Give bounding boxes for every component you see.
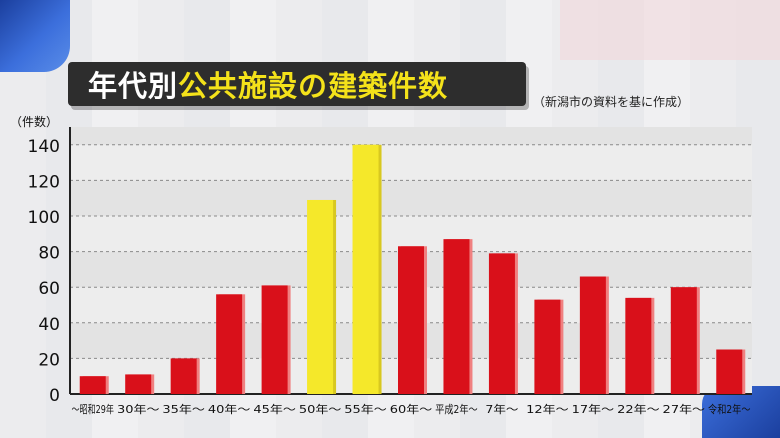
plot-band — [70, 127, 752, 145]
y-tick-label: 20 — [38, 350, 60, 370]
y-tick-label: 120 — [28, 172, 60, 192]
x-tick-label: 27年～ — [663, 402, 705, 416]
bar — [443, 239, 470, 394]
plot-band — [70, 144, 752, 181]
x-tick-label: 7年～ — [485, 402, 518, 416]
x-tick-label: 50年～ — [299, 402, 341, 416]
bar — [261, 285, 288, 394]
bar — [79, 376, 106, 394]
x-tick-label: 45年～ — [253, 402, 295, 416]
bar — [488, 253, 515, 394]
x-tick-label: 40年～ — [208, 402, 250, 416]
bar — [579, 276, 606, 394]
x-tick-label: ～昭和29年 — [72, 402, 114, 416]
x-tick-label: 22年～ — [617, 402, 659, 416]
x-tick-label: 17年～ — [572, 402, 614, 416]
x-tick-label: 55年～ — [344, 402, 386, 416]
corner-decoration-top-left — [0, 0, 70, 72]
x-tick-label: 12年～ — [526, 402, 568, 416]
y-tick-label: 100 — [28, 208, 60, 228]
bar — [716, 349, 743, 394]
y-tick-label: 60 — [38, 279, 60, 299]
bar — [398, 246, 424, 394]
x-tick-label: 平成2年～ — [435, 402, 477, 416]
x-tick-label: 60年～ — [390, 402, 432, 416]
chart-title-box: 年代別 公共施設の建築件数 — [68, 62, 526, 106]
bar — [307, 199, 334, 394]
chart-title-prefix: 年代別 — [88, 69, 179, 103]
bar — [670, 287, 697, 394]
x-tick-label: 令和2年～ — [708, 402, 750, 416]
bar — [125, 374, 152, 394]
y-axis-label: （件数） — [10, 114, 58, 129]
x-tick-label: 35年～ — [162, 402, 204, 416]
bar — [170, 358, 197, 394]
y-tick-label: 40 — [38, 315, 60, 335]
source-note: （新潟市の資料を基に作成） — [533, 95, 690, 109]
bar — [352, 144, 379, 394]
bar — [625, 297, 652, 394]
bar — [534, 299, 561, 394]
plot-band — [70, 180, 752, 216]
plot-band — [70, 216, 752, 252]
y-tick-label: 140 — [28, 137, 60, 157]
bar — [216, 294, 243, 394]
x-tick-label: 30年～ — [117, 402, 159, 416]
chart-title-main: 公共施設の建築件数 — [178, 69, 449, 103]
y-tick-label: 80 — [38, 244, 60, 264]
y-tick-label: 0 — [49, 386, 60, 406]
